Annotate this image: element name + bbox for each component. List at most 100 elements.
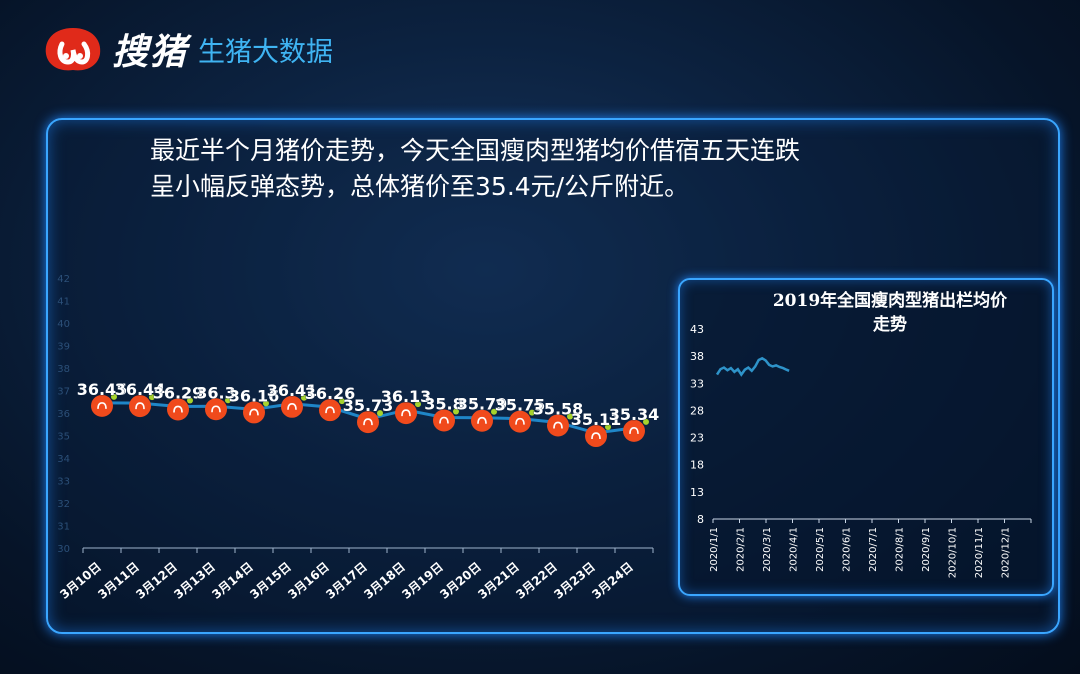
data-label: 35.79 xyxy=(457,395,508,414)
brand-logo: 搜猪 生猪大数据 xyxy=(40,22,333,76)
pig-marker-icon xyxy=(471,409,493,432)
data-label: 36.16 xyxy=(229,386,280,405)
price-point xyxy=(547,413,573,437)
daily-price-chart: 30 31 32 33 34 35 36 37 38 39 40 41 42 3月10日3月11日3月12… xyxy=(57,274,660,602)
x-tick-label: 2020/12/1 xyxy=(1001,527,1012,578)
data-label: 36.29 xyxy=(153,383,204,402)
pig-marker-glyph xyxy=(553,421,563,429)
brand-tagline: 生猪大数据 xyxy=(198,36,334,68)
x-tick-label: 2020/4/1 xyxy=(789,527,800,572)
pig-marker-icon xyxy=(623,419,645,442)
x-tick-label: 2020/5/1 xyxy=(815,527,826,572)
pig-marker-glyph xyxy=(629,427,639,434)
y-tick-label: 33 xyxy=(57,477,70,488)
x-tick-label: 3月21日 xyxy=(475,560,522,602)
marker-dot xyxy=(149,394,155,401)
x-tick-label: 2020/6/1 xyxy=(842,527,853,572)
brand-logo-icon xyxy=(45,28,101,71)
pig-marker-glyph xyxy=(249,408,259,416)
pig-marker-glyph xyxy=(173,405,183,413)
data-label: 35.34 xyxy=(609,405,660,424)
x-tick-label: 3月13日 xyxy=(171,560,218,602)
data-label: 36.44 xyxy=(115,380,166,399)
marker-dot xyxy=(187,397,193,404)
x-tick-label: 3月11日 xyxy=(95,560,142,602)
y-tick-label: 35 xyxy=(57,432,70,443)
data-label: 36.26 xyxy=(305,384,356,403)
price-point xyxy=(509,409,535,433)
data-label: 36.41 xyxy=(267,381,318,400)
marker-dot xyxy=(377,410,383,417)
price-point xyxy=(129,394,155,418)
y-tick-label: 31 xyxy=(57,522,70,533)
data-label: 35.73 xyxy=(343,396,394,415)
data-label: 36.45 xyxy=(77,380,128,399)
y-tick-label: 13 xyxy=(690,486,704,499)
x-tick-label: 2020/10/1 xyxy=(948,527,959,578)
pig-marker-glyph xyxy=(325,406,335,414)
price-point xyxy=(471,408,497,432)
y-tick-label: 37 xyxy=(57,387,70,398)
marker-dot xyxy=(643,418,649,425)
price-point xyxy=(281,394,307,418)
pig-marker-glyph xyxy=(287,402,297,410)
price-point xyxy=(319,398,345,422)
brand-name: 搜猪 xyxy=(112,31,189,73)
price-point xyxy=(167,397,193,421)
pig-marker-icon xyxy=(547,414,569,437)
pig-marker-glyph xyxy=(97,402,107,409)
pig-marker-glyph xyxy=(401,409,411,417)
x-tick-label: 2020/2/1 xyxy=(736,527,747,572)
y-tick-label: 30 xyxy=(57,544,70,555)
y-tick-label: 8 xyxy=(697,513,704,526)
pig-marker-glyph xyxy=(591,432,601,440)
pig-marker-icon xyxy=(319,399,341,422)
x-tick-label: 3月22日 xyxy=(513,560,560,602)
marker-dot xyxy=(567,413,573,420)
marker-dot xyxy=(453,408,459,415)
x-tick-label: 3月23日 xyxy=(551,560,598,602)
y-tick-label: 42 xyxy=(57,274,70,285)
x-tick-label: 2020/11/1 xyxy=(974,527,985,578)
y-tick-label: 28 xyxy=(690,404,704,417)
marker-dot xyxy=(605,424,611,431)
marker-dot xyxy=(111,393,117,400)
yearly-chart-panel xyxy=(678,278,1054,596)
yearly-price-line xyxy=(715,356,790,377)
y-tick-label: 38 xyxy=(690,350,704,363)
price-point xyxy=(433,408,459,432)
marker-dot xyxy=(225,397,231,404)
x-tick-label: 3月19日 xyxy=(399,560,446,602)
pig-marker-icon xyxy=(585,425,607,448)
price-point xyxy=(205,397,231,421)
y-tick-label: 39 xyxy=(57,342,70,353)
headline-line-2: 呈小幅反弹态势，总体猪价至35.4元/公斤附近。 xyxy=(150,172,690,201)
x-tick-label: 3月16日 xyxy=(285,560,332,602)
pig-marker-glyph xyxy=(211,405,221,413)
y-tick-label: 43 xyxy=(690,323,704,336)
y-tick-label: 36 xyxy=(57,409,70,420)
y-tick-label: 34 xyxy=(57,454,70,465)
x-tick-label: 2020/9/1 xyxy=(921,527,932,572)
price-point xyxy=(91,393,117,417)
x-tick-label: 3月14日 xyxy=(209,560,256,602)
pig-marker-icon xyxy=(129,395,151,418)
marker-dot xyxy=(415,401,421,408)
yearly-chart-title-line-1: 2019年全国瘦肉型猪出栏均价 xyxy=(772,291,1008,311)
pig-marker-icon xyxy=(509,410,531,433)
pig-marker-glyph xyxy=(135,402,145,410)
y-tick-label: 23 xyxy=(690,432,704,445)
marker-dot xyxy=(491,408,497,415)
x-tick-label: 3月15日 xyxy=(247,560,294,602)
pig-marker-icon xyxy=(395,402,417,425)
pig-marker-icon xyxy=(243,401,265,424)
data-label: 36.13 xyxy=(381,387,432,406)
pig-marker-icon xyxy=(91,394,113,417)
x-tick-label: 3月17日 xyxy=(323,560,370,602)
pig-marker-glyph xyxy=(363,418,373,426)
x-tick-label: 3月12日 xyxy=(133,560,180,602)
data-label: 36.3 xyxy=(196,383,235,402)
pig-marker-icon xyxy=(357,411,379,434)
headline: 最近半个月猪价走势，今天全国瘦肉型猪均价借宿五天连跌 呈小幅反弹态势，总体猪价至… xyxy=(150,133,970,205)
x-tick-label: 2020/8/1 xyxy=(895,527,906,572)
